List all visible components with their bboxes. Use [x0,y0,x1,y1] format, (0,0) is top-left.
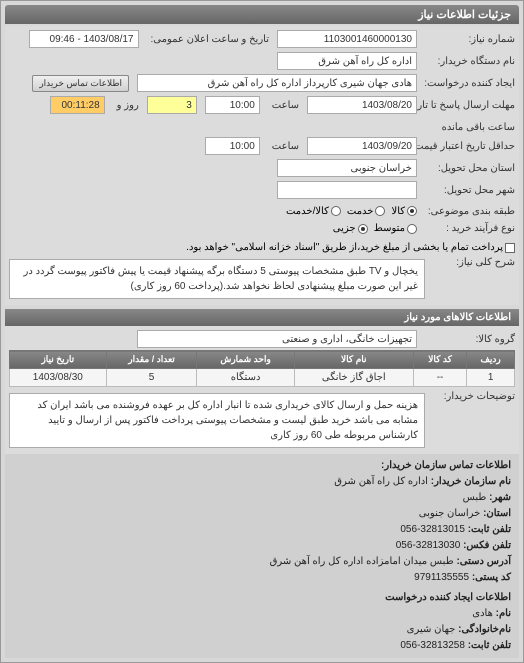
contact-city-value: طبس [463,492,487,503]
org-label: نام سازمان خریدار: [431,476,511,487]
contact-address-label: آدرس دستی: [456,556,511,567]
contact-postal-label: کد پستی: [472,572,511,583]
validity-date: 1403/09/20 [307,137,417,155]
deadline-remain: 00:11:28 [50,96,105,114]
details-panel: جزئیات اطلاعات نیاز شماره نیاز: 11030014… [0,0,524,663]
description-label: شرح کلی نیاز: [425,257,515,268]
th-index: ردیف [467,351,515,369]
radio-icon [358,224,368,234]
validity-label: حداقل تاریخ اعتبار قیمت: تا تاریخ: [425,141,515,152]
contact-phone-value: 32813015-056 [400,524,465,535]
deadline-date: 1403/08/20 [307,96,417,114]
contact-section-title: اطلاعات تماس سازمان خریدار: [13,458,511,474]
th-code: کد کالا [413,351,466,369]
main-form: شماره نیاز: 1103001460000130 تاریخ و ساع… [5,26,519,305]
buyer-notes-label: توضیحات خریدار: [425,391,515,402]
buyer-notes-text: هزینه حمل و ارسال کالای خریداری شده تا ا… [9,393,425,448]
group-field: تجهیزات خانگی، اداری و صنعتی [137,330,417,348]
contact-fax-value: 32813030-056 [396,540,461,551]
contact-province-label: استان: [483,508,511,519]
deadline-time: 10:00 [205,96,260,114]
items-table: ردیف کد کالا نام کالا واحد شمارش تعداد /… [9,350,515,387]
device-name-field: اداره کل راه آهن شرق [277,52,417,70]
group-label: گروه کالا: [425,334,515,345]
th-unit: واحد شمارش [197,351,294,369]
radio-icon [331,206,341,216]
contact-fax-label: تلفن فکس: [463,540,511,551]
announce-field: 1403/08/17 - 09:46 [29,30,139,48]
process-option-0[interactable]: متوسط [374,223,417,234]
contact-address-value: طبس میدان امامزاده اداره کل راه آهن شرق [270,556,454,567]
category-option-0[interactable]: کالا [391,206,417,217]
requester-phone-label: تلفن ثابت: [468,640,511,651]
requester-section-title: اطلاعات ایجاد کننده درخواست [13,590,511,606]
contact-phone-label: تلفن ثابت: [468,524,511,535]
cell-code: -- [413,369,466,387]
contact-city-label: شهر: [489,492,511,503]
category-option-2[interactable]: کالا/خدمت [286,206,341,217]
th-qty: تعداد / مقدار [106,351,197,369]
cell-date: 1403/08/30 [10,369,107,387]
cell-unit: دستگاه [197,369,294,387]
creator-field: هادی جهان شیری کارپرداز اداره کل راه آهن… [137,74,417,92]
deadline-remain-label: ساعت باقی مانده [438,122,515,133]
requester-family-value: جهان شیری [407,624,456,635]
province-field: خراسان جنوبی [277,159,417,177]
cell-qty: 5 [106,369,197,387]
need-number-label: شماره نیاز: [425,34,515,45]
category-radio-group: کالا خدمت کالا/خدمت [286,206,417,217]
th-name: نام کالا [294,351,413,369]
radio-icon [407,206,417,216]
description-text: یخچال و TV طبق مشخصات پیوستی 5 دستگاه بر… [9,259,425,299]
org-value: اداره کل راه آهن شرق [334,476,428,487]
contact-info-button[interactable]: اطلاعات تماس خریدار [32,75,129,92]
contact-province-value: خراسان جنوبی [419,508,481,519]
deadline-label: مهلت ارسال پاسخ تا تاریخ: [425,100,515,111]
requester-family-label: نام‌خانوادگی: [458,624,511,635]
validity-time-label: ساعت [268,141,299,152]
table-header-row: ردیف کد کالا نام کالا واحد شمارش تعداد /… [10,351,515,369]
table-row: 1 -- اجاق گاز خانگی دستگاه 5 1403/08/30 [10,369,515,387]
th-date: تاریخ نیاز [10,351,107,369]
category-label: طبقه بندی موضوعی: [425,206,515,217]
validity-time: 10:00 [205,137,260,155]
city-field [277,181,417,199]
checkbox-icon [505,243,515,253]
category-option-1[interactable]: خدمت [347,206,386,217]
contact-block: اطلاعات تماس سازمان خریدار: نام سازمان خ… [5,454,519,658]
contact-postal-value: 9791135555 [414,572,469,583]
deadline-days: 3 [147,96,197,114]
process-label: نوع فرآیند خرید : [425,223,515,234]
city-label: شهر محل تحویل: [425,185,515,196]
treasury-checkbox[interactable]: پرداخت تمام یا بخشی از مبلغ خرید،از طریق… [186,242,515,253]
requester-phone-value: 32813258-056 [400,640,465,651]
deadline-days-label: روز و [113,100,139,111]
requester-name-label: نام: [496,608,511,619]
cell-index: 1 [467,369,515,387]
items-section-header: اطلاعات کالاهای مورد نیاز [5,309,519,326]
cell-name: اجاق گاز خانگی [294,369,413,387]
need-number-field: 1103001460000130 [277,30,417,48]
announce-label: تاریخ و ساعت اعلان عمومی: [147,34,270,45]
deadline-time-label: ساعت [268,100,299,111]
radio-icon [375,206,385,216]
province-label: استان محل تحویل: [425,163,515,174]
process-radio-group: متوسط جزیی [333,223,417,234]
panel-title: جزئیات اطلاعات نیاز [5,5,519,24]
process-option-1[interactable]: جزیی [333,223,368,234]
creator-label: ایجاد کننده درخواست: [425,78,515,89]
requester-name-value: هادی [472,608,493,619]
radio-icon [407,224,417,234]
device-name-label: نام دستگاه خریدار: [425,56,515,67]
